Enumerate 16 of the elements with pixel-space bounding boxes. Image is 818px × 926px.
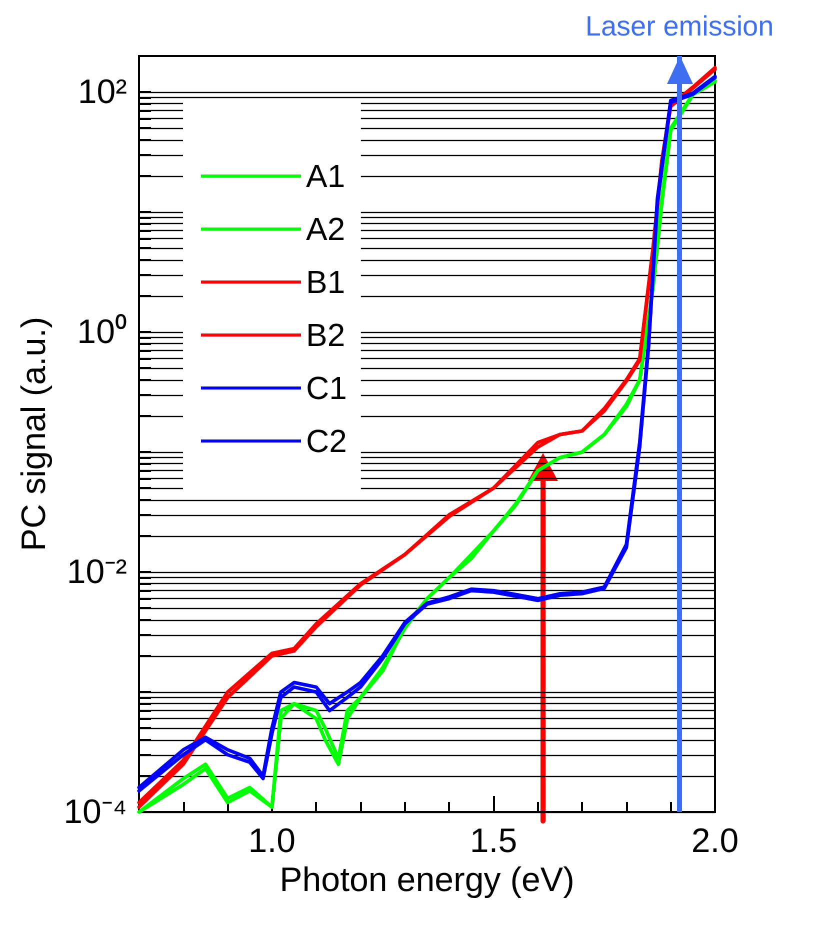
legend-label: B2 [306, 317, 346, 353]
legend-label: A1 [306, 158, 346, 194]
legend-label: B1 [306, 264, 346, 300]
legend-label: C1 [306, 370, 347, 406]
x-axis-title: Photon energy (eV) [280, 860, 574, 899]
x-tick-label: 1.5 [470, 822, 518, 860]
legend-label: C2 [306, 423, 347, 459]
y-tick-label: 10⁻⁴ [64, 793, 127, 831]
y-axis-title: PC signal (a.u.) [15, 316, 53, 552]
ref-line-label: Laser emission [585, 10, 774, 42]
x-tick-label: 1.0 [248, 822, 296, 860]
y-tick-label: 10⁻² [66, 553, 127, 592]
y-tick-label: 10⁰ [77, 313, 127, 352]
x-tick-label: 2.0 [691, 822, 739, 860]
y-tick-label: 10² [78, 73, 127, 112]
legend-label: A2 [306, 211, 346, 247]
